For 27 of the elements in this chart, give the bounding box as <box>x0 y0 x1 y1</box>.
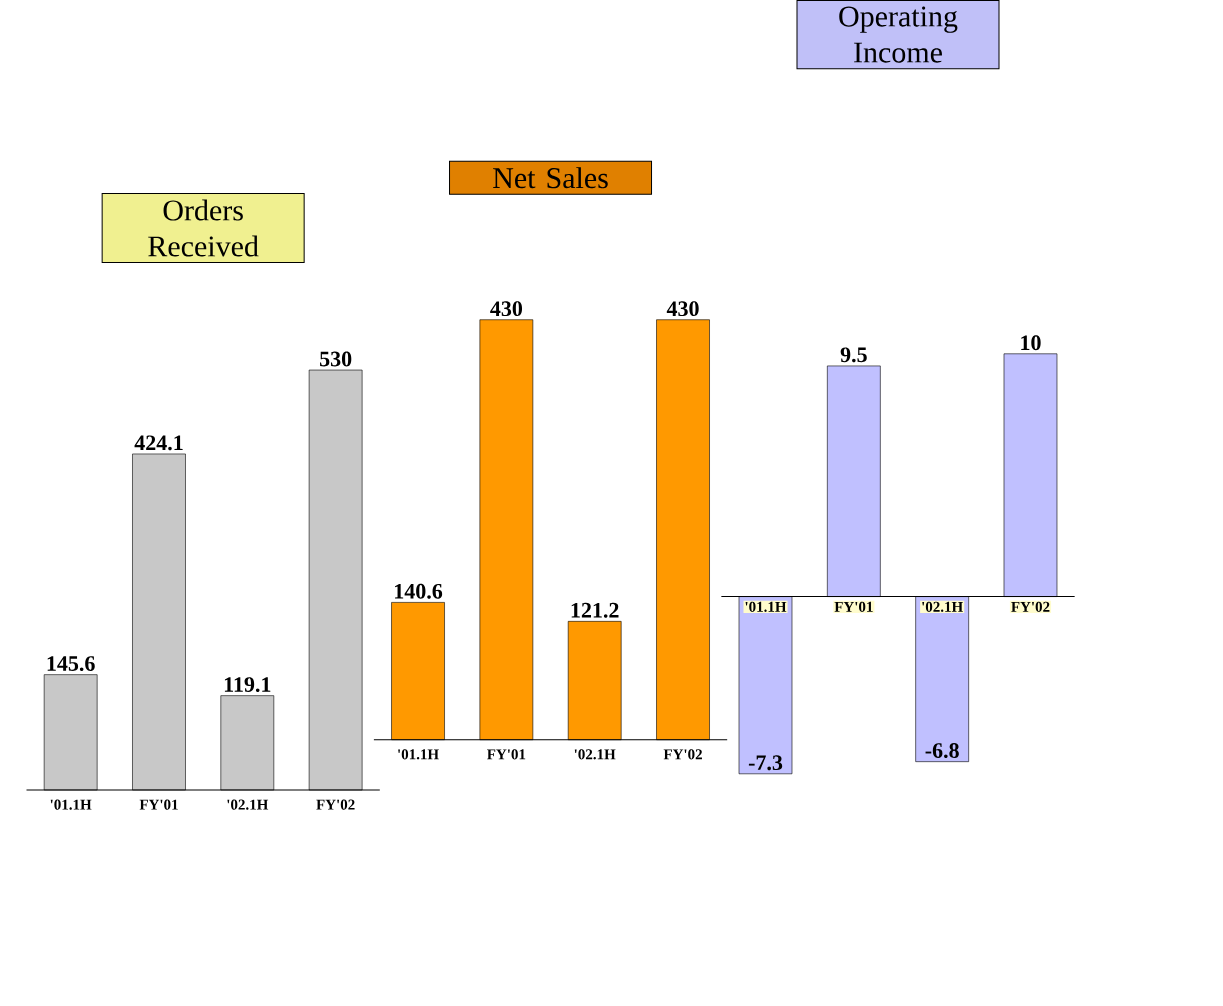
x-tick-label: FY'02 <box>663 749 702 760</box>
x-tick-label: '01.1H <box>50 799 92 810</box>
x-tick-label: '02.1H <box>574 749 616 760</box>
data-label: -7.3 <box>748 755 783 770</box>
data-label: -6.8 <box>925 742 959 758</box>
data-label: 424.1 <box>134 435 183 451</box>
chart-title: Operating Income <box>839 6 958 63</box>
chart-title: Net Sales <box>493 166 608 189</box>
x-tick-label: FY'01 <box>487 749 526 760</box>
data-label: 9.5 <box>840 347 867 363</box>
x-tick-label: '02.1H <box>922 601 963 612</box>
chart-title: Orders Received <box>148 199 259 257</box>
data-label: 430 <box>490 301 523 316</box>
data-label: 145.6 <box>47 655 95 671</box>
data-label: 119.1 <box>224 676 271 692</box>
data-label: 10 <box>1021 335 1041 350</box>
data-label: 530 <box>320 351 352 367</box>
data-label: 140.6 <box>395 583 443 599</box>
x-tick-label: '01.1H <box>398 749 439 760</box>
data-label: 430 <box>666 301 699 316</box>
x-tick-label: '01.1H <box>745 601 787 612</box>
x-tick-label: '02.1H <box>227 799 269 810</box>
x-tick-label: FY'02 <box>316 799 355 810</box>
x-tick-label: FY'01 <box>139 799 178 810</box>
x-tick-label: FY'01 <box>834 601 873 612</box>
x-tick-label: FY'02 <box>1011 601 1050 612</box>
data-label: 121.2 <box>571 602 619 618</box>
